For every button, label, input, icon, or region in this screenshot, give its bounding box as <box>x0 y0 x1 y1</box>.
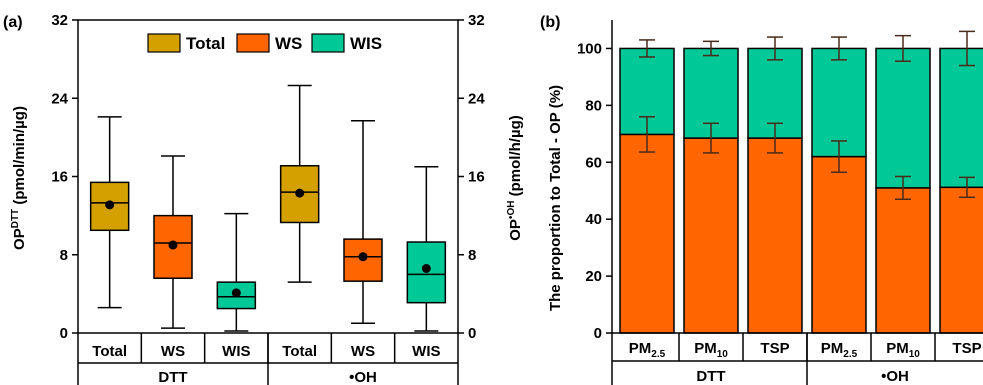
bar-segment-ws <box>875 187 931 334</box>
mean-marker <box>231 288 241 298</box>
mean-marker <box>421 263 431 273</box>
plot-frame <box>77 19 459 334</box>
left-y-axis-title: OPDTT (pmol/min/µg) <box>10 106 28 250</box>
y-tick-label: 80 <box>585 97 602 114</box>
left-y-tick-label: 24 <box>51 90 68 107</box>
bar-segment-ws <box>811 155 867 334</box>
category-main: TSP <box>760 340 789 357</box>
panel-a-label: (a) <box>3 14 23 31</box>
right-y-tick-label: 0 <box>468 325 476 342</box>
legend-label: WIS <box>350 34 382 53</box>
left-y-tick-label: 16 <box>51 169 68 186</box>
group-label: •OH <box>349 369 377 385</box>
category-subscript: 2.5 <box>651 349 665 360</box>
category-label: TSP <box>952 340 981 357</box>
left-y-tick-label: 8 <box>60 247 68 264</box>
category-label: WS <box>351 343 375 360</box>
category-main: PM <box>886 340 909 357</box>
right-y-axis-title: OP•OH (pmol/h/µg) <box>506 115 524 241</box>
category-label: PM2.5 <box>629 340 666 360</box>
group-label: DTT <box>696 368 725 385</box>
y-axis-title: The proportion to Total - OP (%) <box>547 85 564 311</box>
bar-segment-wis <box>811 47 867 158</box>
right-y-tick-label: 8 <box>468 247 476 264</box>
left-y-tick-label: 32 <box>51 12 68 29</box>
bar-segment-wis <box>939 47 983 189</box>
right-y-tick-label: 32 <box>468 12 485 29</box>
panel-b-stacked-bar-chart: (b) The proportion to Total - OP (%) 0 20… <box>540 14 983 385</box>
category-label: Total <box>92 343 127 360</box>
box-plots <box>89 84 447 332</box>
category-main: PM <box>629 340 652 357</box>
mean-marker <box>295 188 305 198</box>
right-y-tick-label: 24 <box>468 90 485 107</box>
y-tick-label: 60 <box>585 154 602 171</box>
panel-a-box-chart: (a) OPDTT (pmol/min/µg) OP•OH (pmol/h/µg… <box>3 12 524 385</box>
y-axis-ticks: 0 20 40 60 80 100 <box>577 40 612 342</box>
category-label: WS <box>161 343 185 360</box>
category-label: PM2.5 <box>821 340 858 360</box>
category-subscript: 10 <box>909 349 921 360</box>
group-label: •OH <box>881 368 909 385</box>
category-label: PM10 <box>886 340 920 360</box>
bar-segment-ws <box>939 186 983 334</box>
mean-marker <box>358 252 368 262</box>
left-y-tick-label: 0 <box>60 325 68 342</box>
legend-label: WS <box>275 34 302 53</box>
legend-label: Total <box>186 34 225 53</box>
panel-b-label: (b) <box>540 14 560 31</box>
category-main: PM <box>821 340 844 357</box>
category-main: TSP <box>952 340 981 357</box>
category-label: Total <box>282 343 317 360</box>
stacked-bars <box>619 30 983 334</box>
bar-segment-wis <box>875 47 931 189</box>
legend: Total WS WIS <box>147 33 382 53</box>
category-table: Total WS WIS Total WS WIS DTT •OH <box>77 333 459 385</box>
mean-marker <box>105 200 115 210</box>
y-tick-label: 0 <box>594 325 602 342</box>
y-axis-ticks: 0 0 8 8 16 16 24 24 32 32 <box>51 12 485 342</box>
y-tick-label: 40 <box>585 211 602 228</box>
y-tick-label: 20 <box>585 268 602 285</box>
category-main: PM <box>694 340 717 357</box>
legend-swatch <box>147 33 181 53</box>
category-label: TSP <box>760 340 789 357</box>
legend-swatch <box>236 33 270 53</box>
category-subscript: 2.5 <box>843 349 857 360</box>
category-label: WIS <box>412 343 440 360</box>
category-subscript: 10 <box>717 349 729 360</box>
bar-segment-ws <box>747 137 803 334</box>
right-y-tick-label: 16 <box>468 169 485 186</box>
category-label: PM10 <box>694 340 728 360</box>
legend-swatch <box>311 33 345 53</box>
group-label: DTT <box>158 369 187 385</box>
mean-marker <box>168 240 178 250</box>
bar-segment-ws <box>619 133 675 334</box>
bar-segment-ws <box>683 137 739 334</box>
category-label: WIS <box>222 343 250 360</box>
y-tick-label: 100 <box>577 40 602 57</box>
